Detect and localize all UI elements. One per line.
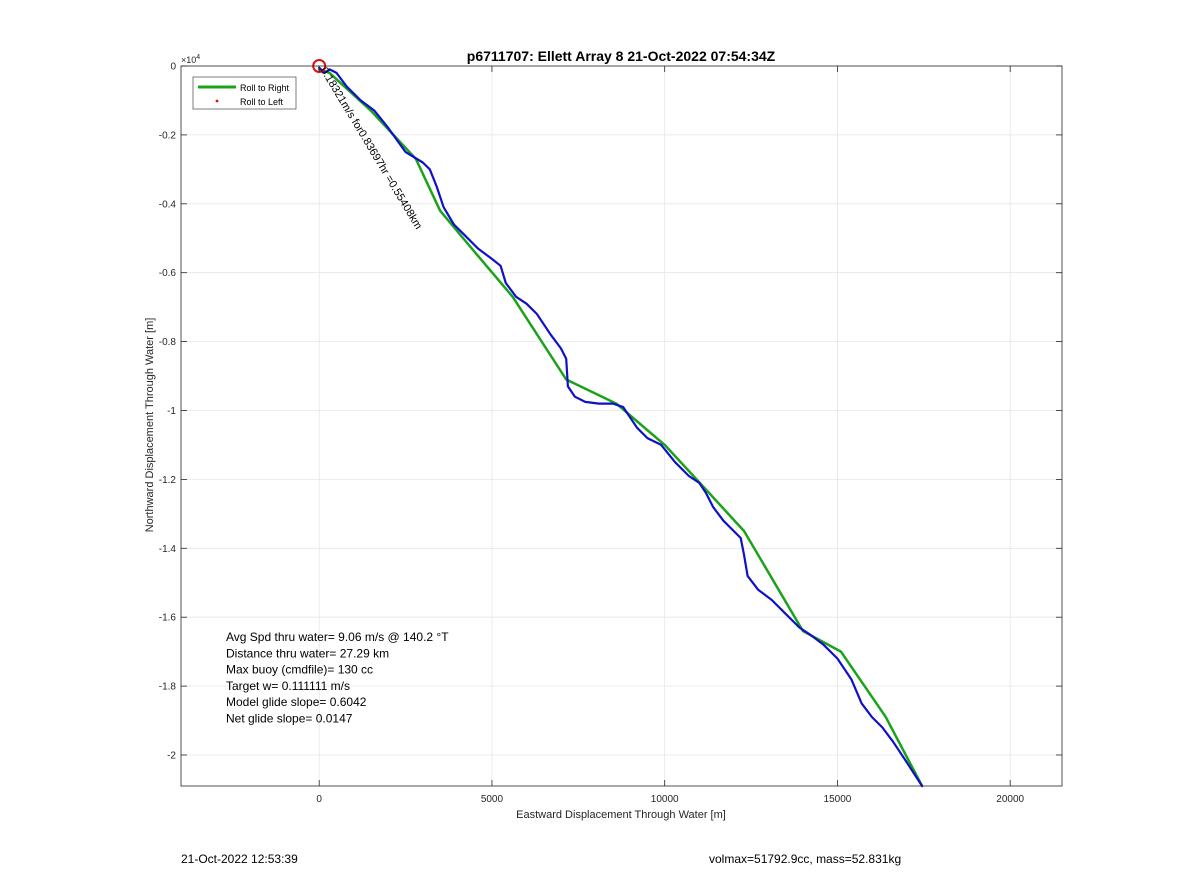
x-tick-label: 15000: [824, 794, 852, 805]
legend-swatch-roll-left: [215, 99, 219, 103]
stats-line: Net glide slope= 0.0147: [226, 712, 353, 726]
y-tick-label: -1.6: [159, 613, 177, 624]
y-tick-label: -0.2: [159, 130, 177, 141]
x-tick-label: 10000: [651, 794, 679, 805]
y-axis-label: Northward Displacement Through Water [m]: [144, 318, 156, 533]
series-line-1: [318, 66, 924, 788]
grid-x: [318, 66, 1011, 786]
x-axis-ticks: 0 5000 10000 15000 20000: [316, 66, 1025, 805]
plot-area: [181, 66, 1062, 786]
x-tick-label: 0: [316, 794, 322, 805]
chart-title: p6711707: Ellett Array 8 21-Oct-2022 07:…: [467, 48, 776, 64]
stats-line: Distance thru water= 27.29 km: [226, 646, 389, 660]
x-tick-label: 20000: [996, 794, 1024, 805]
x-axis-label: Eastward Displacement Through Water [m]: [516, 809, 726, 821]
y-tick-label: -0.6: [159, 268, 177, 279]
stats-block: Avg Spd thru water= 9.06 m/s @ 140.2 °T D…: [226, 630, 449, 726]
legend-box: [192, 76, 297, 110]
stats-line: Target w= 0.111111 m/s: [226, 679, 350, 693]
stats-line: Max buoy (cmdfile)= 130 cc: [226, 663, 373, 677]
footer-timestamp: 21-Oct-2022 12:53:39: [181, 852, 298, 866]
stats-line: Model glide slope= 0.6042: [226, 695, 367, 709]
y-tick-label: -0.4: [159, 199, 177, 210]
plot-frame: [180, 65, 1063, 787]
legend-label-roll-right: Roll to Right: [240, 83, 290, 93]
stats-line: Avg Spd thru water= 9.06 m/s @ 140.2 °T: [226, 630, 449, 644]
footer-mass-info: volmax=51792.9cc, mass=52.831kg: [709, 852, 902, 866]
series-layer: [317, 66, 924, 788]
y-axis-ticks: 0 -0.2 -0.4 -0.6 -0.8 -1 -1.2 -1.4 -1.6 -1.8 -2: [159, 62, 1062, 761]
x-tick-label: 5000: [481, 794, 504, 805]
legend: Roll to Right Roll to Left: [192, 76, 297, 110]
y-tick-label: -1.8: [159, 682, 177, 693]
y-tick-label: -1.4: [159, 544, 177, 555]
grid-y: [181, 65, 1062, 756]
y-tick-label: -1: [167, 406, 176, 417]
y-tick-label: -1.2: [159, 475, 177, 486]
legend-label-roll-left: Roll to Left: [240, 97, 284, 107]
y-tick-label: 0: [170, 62, 176, 73]
y-tick-label: -0.8: [159, 337, 177, 348]
y-exponent-base: ×10: [181, 55, 196, 65]
y-tick-label: -2: [167, 750, 176, 761]
y-exponent-power: 4: [196, 54, 200, 61]
y-axis-exponent: ×104: [181, 54, 200, 65]
